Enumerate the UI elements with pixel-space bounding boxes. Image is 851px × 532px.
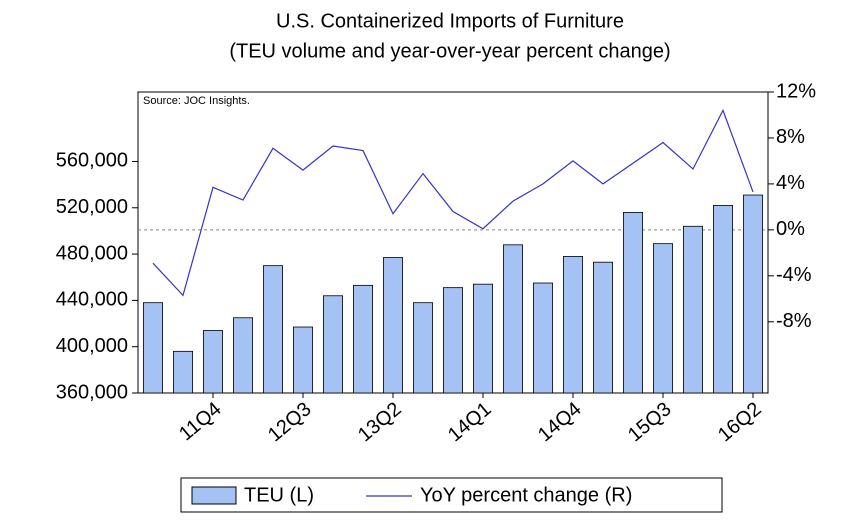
x-tick-label: 14Q4 bbox=[534, 398, 586, 446]
y-tick-label: 360,000 bbox=[56, 381, 128, 403]
bar bbox=[593, 261, 614, 394]
y2-tick-label: 0% bbox=[776, 218, 805, 240]
y2-tick-label: 12% bbox=[776, 80, 816, 102]
legend-label: TEU (L) bbox=[244, 484, 314, 506]
bar bbox=[472, 283, 493, 394]
legend-label: YoY percent change (R) bbox=[420, 484, 632, 506]
legend-box bbox=[180, 477, 723, 513]
source-note: Source: JOC Insights. bbox=[143, 95, 250, 107]
bar bbox=[292, 326, 313, 394]
chart-title: U.S. Containerized Imports of Furniture bbox=[276, 10, 624, 32]
y-tick-label: 480,000 bbox=[56, 242, 128, 264]
bar bbox=[352, 284, 373, 394]
bar bbox=[743, 194, 764, 394]
x-tick-label: 14Q1 bbox=[444, 398, 496, 446]
bar bbox=[502, 244, 523, 394]
bar bbox=[653, 243, 674, 394]
y2-tick-label: -4% bbox=[776, 264, 812, 286]
y-tick-label: 560,000 bbox=[56, 150, 128, 172]
y-tick-label: 440,000 bbox=[56, 289, 128, 311]
y2-tick-label: 8% bbox=[776, 126, 805, 148]
bar bbox=[683, 225, 704, 394]
y2-tick-label: -8% bbox=[776, 310, 812, 332]
bar bbox=[382, 257, 403, 394]
bar bbox=[322, 295, 343, 394]
x-tick-label: 11Q4 bbox=[175, 398, 225, 445]
legend-swatch bbox=[191, 486, 237, 505]
bar bbox=[533, 282, 554, 394]
x-tick-label: 13Q2 bbox=[354, 398, 406, 446]
chart-subtitle: (TEU volume and year-over-year percent c… bbox=[229, 40, 670, 62]
bar bbox=[172, 350, 193, 394]
x-tick-label: 15Q3 bbox=[624, 398, 676, 446]
y2-tick-label: 4% bbox=[776, 172, 805, 194]
bar bbox=[412, 302, 433, 394]
bar bbox=[262, 265, 283, 394]
bar bbox=[232, 317, 253, 394]
bar bbox=[142, 302, 163, 394]
bar bbox=[713, 205, 734, 394]
x-tick-label: 16Q2 bbox=[714, 398, 766, 446]
y-tick-label: 400,000 bbox=[56, 335, 128, 357]
bar bbox=[623, 211, 644, 394]
bar bbox=[442, 287, 463, 394]
x-tick-label: 12Q3 bbox=[264, 398, 316, 446]
bar bbox=[563, 255, 584, 394]
y-tick-label: 520,000 bbox=[56, 196, 128, 218]
bar bbox=[202, 330, 223, 394]
line bbox=[152, 108, 754, 297]
